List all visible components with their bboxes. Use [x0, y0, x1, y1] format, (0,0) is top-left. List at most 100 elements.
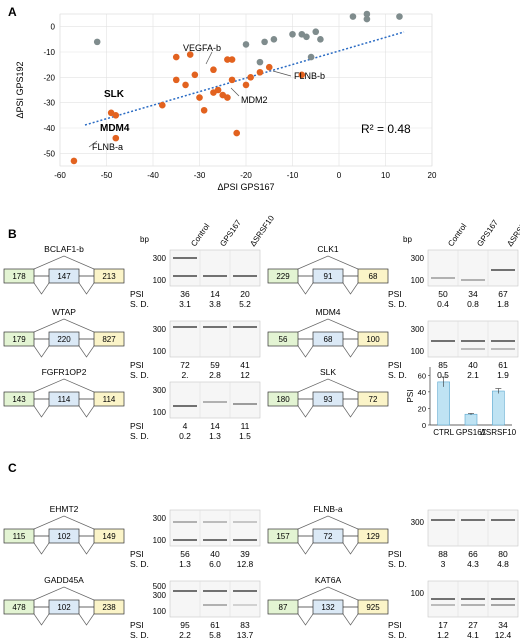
bar	[464, 413, 478, 426]
point-orange	[214, 86, 222, 94]
gel-size-tick: 300	[153, 386, 167, 395]
gel-size-tick: 100	[153, 536, 167, 545]
point-orange	[159, 101, 166, 109]
exon-box	[3, 391, 35, 407]
sd-label: S. D.	[388, 370, 407, 380]
panel-a: A -60 -50 -40 -30 -20 -10 0 10 20 0-10-20-30-40-…	[8, 5, 437, 192]
psi-value: 14	[210, 421, 220, 431]
exon-diagram: 229 91 68 CLK1	[267, 244, 389, 295]
y-tick-label: -40	[43, 124, 55, 133]
x-tick-labels: -60 -50 -40 -30 -20 -10 0 10 20	[54, 171, 437, 180]
sd-value: 4.8	[497, 559, 509, 569]
sd-value: 1.9	[497, 370, 509, 380]
sd-value: 2.	[181, 370, 188, 380]
psi-value: 67	[498, 289, 508, 299]
sd-value: 12.8	[237, 559, 254, 569]
point-orange	[172, 76, 180, 84]
psi-value: 85	[438, 360, 448, 370]
psi-label: PSI	[130, 289, 144, 299]
exon-box	[48, 331, 80, 347]
point-orange	[182, 81, 189, 89]
bar-y-tick: 40	[418, 388, 426, 397]
x-tick-label: -10	[287, 171, 299, 180]
point-gray	[363, 10, 371, 18]
bar-y-tick: 0	[422, 421, 426, 430]
point-gray	[270, 36, 278, 43]
cond-control-right: Control	[446, 222, 468, 248]
psi-value: 40	[210, 549, 220, 559]
point-orange	[247, 74, 254, 81]
gel-size-tick: 300	[153, 254, 167, 263]
sd-label: S. D.	[388, 630, 407, 640]
sd-label: S. D.	[130, 299, 149, 309]
exon-box	[93, 599, 125, 615]
x-tick-label: -60	[54, 171, 66, 180]
panel-b: B bp bp Control GPS167 ΔSRSF10 Control G…	[3, 213, 520, 441]
cond-gps167-right: GPS167	[475, 218, 500, 248]
gel-size-tick: 300	[153, 514, 167, 523]
bp-label-left: bp	[140, 235, 149, 244]
exon-length: 115	[13, 532, 26, 541]
bar-y-label: PSI	[406, 390, 415, 403]
y-tick-label: -20	[43, 73, 55, 82]
x-tick-label: 10	[381, 171, 390, 180]
annotation-flnbb: FLNB-b	[294, 71, 325, 81]
exon-box	[312, 599, 344, 615]
exon-diagram: 478 102 238 GADD45A	[3, 575, 125, 626]
point-gray	[93, 38, 101, 46]
sd-value: 3	[441, 559, 446, 569]
exon-length: 114	[58, 395, 71, 404]
exon-box	[48, 268, 80, 284]
exon-box	[312, 331, 344, 347]
cond-dsrsf10-left: ΔSRSF10	[248, 213, 276, 248]
sd-value: 13.7	[237, 630, 254, 640]
x-axis-label: ΔPSI GPS167	[217, 182, 274, 192]
annotation-mdm4: MDM4	[100, 123, 130, 134]
exon-length: 72	[324, 532, 333, 541]
point-orange	[228, 76, 236, 84]
psi-value: 95	[180, 620, 190, 630]
panel-c-label: C	[8, 461, 17, 475]
sd-value: 1.3	[179, 559, 191, 569]
psi-value: 34	[468, 289, 478, 299]
gel-size-tick: 300	[411, 254, 425, 263]
exon-length: 93	[324, 395, 333, 404]
cond-dsrsf10-right: ΔSRSF10	[505, 213, 520, 248]
y-axis-label: ΔPSI GPS192	[15, 61, 25, 118]
sd-value: 4.3	[467, 559, 479, 569]
exon-box	[267, 268, 299, 284]
sd-value: 5.2	[239, 299, 251, 309]
exon-length: 72	[369, 395, 378, 404]
r-squared: R² = 0.48	[361, 122, 411, 136]
exon-box	[93, 528, 125, 544]
exon-box	[357, 331, 389, 347]
psi-label: PSI	[388, 620, 402, 630]
bar-y-tick: 60	[418, 371, 426, 380]
bar-category: CTRL	[433, 428, 454, 437]
exon-length: 478	[12, 603, 26, 612]
gel-size-tick: 100	[411, 589, 425, 598]
gel-size-tick: 100	[153, 276, 167, 285]
psi-value: 66	[468, 549, 478, 559]
exon-diagram: 143 114 114 FGFR1OP2	[3, 367, 125, 418]
exon-length: 114	[103, 395, 116, 404]
psi-label: PSI	[130, 549, 144, 559]
sd-value: 0.4	[437, 299, 449, 309]
exon-diagram: 56 68 100 MDM4	[267, 307, 389, 358]
point-gray	[349, 13, 357, 20]
exon-length: 129	[366, 532, 380, 541]
point-gray	[261, 38, 268, 46]
x-tick-label: -30	[194, 171, 206, 180]
point-gray	[312, 28, 320, 36]
point-orange	[210, 66, 217, 74]
exon-length: 56	[279, 335, 288, 344]
psi-value: 41	[240, 360, 250, 370]
psi-value: 17	[438, 620, 448, 630]
exon-length: 132	[321, 603, 335, 612]
gene-name: MDM4	[315, 307, 340, 317]
bp-label-right: bp	[403, 235, 412, 244]
x-tick-label: -50	[101, 171, 113, 180]
exon-box	[357, 391, 389, 407]
